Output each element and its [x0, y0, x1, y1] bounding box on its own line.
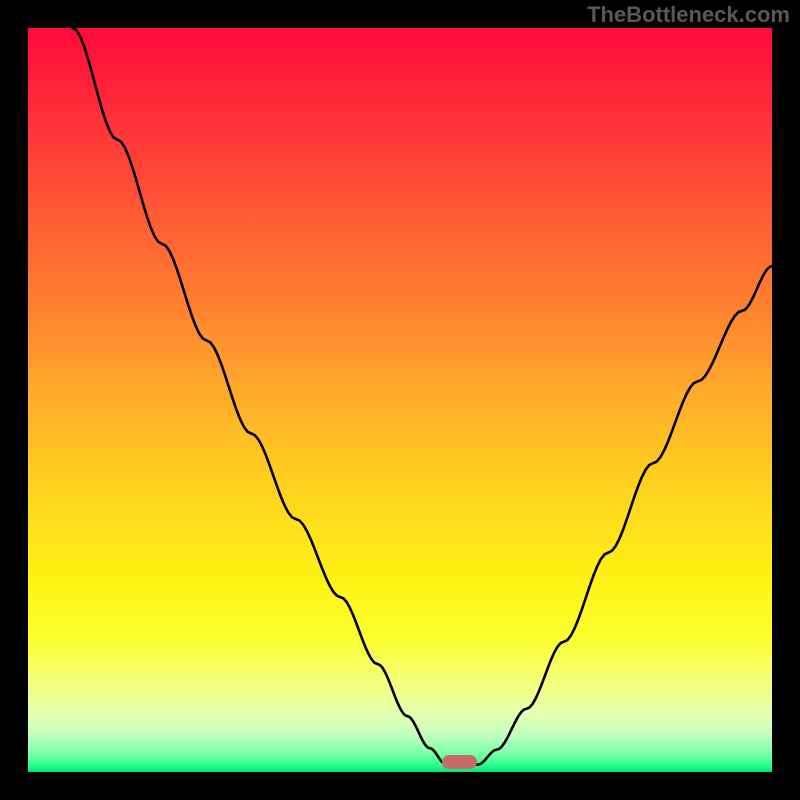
plot-svg [28, 28, 772, 772]
bottleneck-curve [73, 28, 772, 765]
attribution-label: TheBottleneck.com [587, 2, 790, 28]
plot-background [28, 28, 772, 772]
optimal-marker [442, 755, 476, 769]
chart-frame: TheBottleneck.com [0, 0, 800, 800]
plot-area [28, 28, 772, 772]
